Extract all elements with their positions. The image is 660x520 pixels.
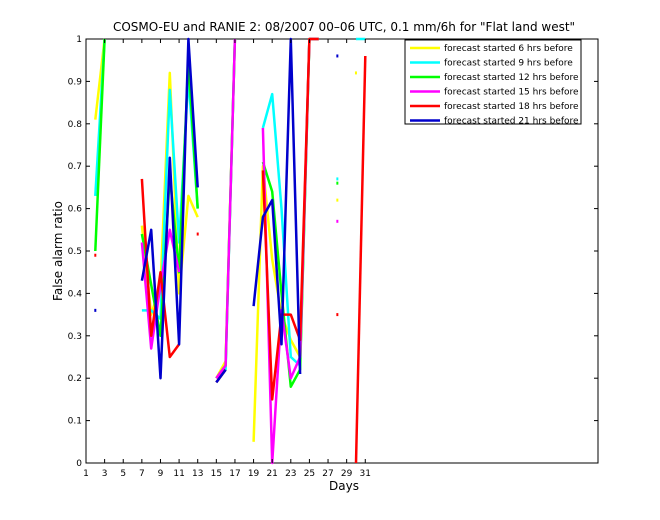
legend-label: forecast started 6 hrs before: [444, 44, 573, 54]
x-tick-label: 11: [173, 469, 184, 479]
tick-layer: 1 3 5 7 9 11 13 15 17 19 21 23 25 27 29 3100.10.20.30.4…: [68, 35, 598, 479]
x-tick-label: 3: [102, 469, 108, 479]
series-4-point: [94, 253, 97, 257]
series-5-line-1: [140, 37, 199, 380]
legend-item: forecast started 18 hrs before: [410, 102, 579, 112]
y-tick-label: 0.5: [68, 247, 82, 257]
series-0-point: [354, 71, 357, 75]
series-4-line-6: [354, 55, 367, 464]
series-3-line-1: [215, 38, 237, 379]
legend-label: forecast started 21 hrs before: [444, 117, 579, 127]
legend: forecast started 6 hrs before forecast st…: [404, 39, 582, 127]
x-tick-label: 23: [285, 469, 296, 479]
x-tick-label: 9: [158, 469, 164, 479]
series-0-line-1: [140, 71, 199, 316]
x-tick-label: 21: [266, 469, 277, 479]
y-tick-label: 0.6: [68, 205, 83, 215]
legend-item: forecast started 6 hrs before: [410, 44, 573, 54]
series-4-line-1: [140, 178, 181, 359]
legend-label: forecast started 9 hrs before: [444, 59, 573, 69]
series-2-point: [336, 181, 339, 185]
y-tick-label: 0.2: [68, 374, 82, 384]
series-5-line-3: [252, 37, 302, 375]
x-tick-label: 1: [83, 469, 89, 479]
series-5-point: [94, 308, 97, 312]
chart-title: COSMO-EU and RANIE 2: 08/2007 00–06 UTC,…: [113, 20, 575, 34]
legend-box: [404, 39, 582, 125]
y-tick-label: 0.7: [68, 162, 82, 172]
x-tick-label: 17: [229, 469, 240, 479]
x-axis-label: Days: [329, 479, 359, 493]
y-tick-label: 1: [76, 35, 82, 45]
series-5: [94, 37, 339, 384]
x-tick-label: 15: [211, 469, 222, 479]
x-tick-label: 29: [341, 469, 353, 479]
series-5-point: [336, 54, 339, 58]
y-tick-label: 0.3: [68, 332, 82, 342]
x-tick-label: 7: [139, 469, 145, 479]
x-tick-label: 19: [248, 469, 260, 479]
series-1-point: [336, 177, 339, 181]
series-0-point: [336, 198, 339, 202]
legend-item: forecast started 9 hrs before: [410, 59, 573, 69]
legend-label: forecast started 12 hrs before: [444, 73, 579, 83]
legend-label: forecast started 15 hrs before: [444, 88, 579, 98]
series-5-line-2: [215, 368, 227, 384]
y-tick-label: 0: [76, 459, 82, 469]
series-4-point: [196, 232, 199, 236]
y-tick-label: 0.8: [68, 120, 83, 130]
series-2-line-0: [94, 38, 106, 252]
y-tick-label: 0.4: [68, 289, 83, 299]
x-tick-label: 27: [322, 469, 333, 479]
x-tick-label: 5: [120, 469, 126, 479]
series-3-point: [336, 219, 339, 223]
y-tick-label: 0.1: [68, 417, 82, 427]
x-tick-label: 31: [360, 469, 371, 479]
y-axis-label: False alarm ratio: [51, 201, 65, 301]
series-4-point: [336, 313, 339, 317]
legend-item: forecast started 12 hrs before: [410, 73, 579, 83]
legend-label: forecast started 18 hrs before: [444, 102, 579, 112]
y-tick-label: 0.9: [68, 77, 83, 87]
legend-item: forecast started 15 hrs before: [410, 88, 579, 98]
legend-item: forecast started 21 hrs before: [410, 117, 579, 127]
x-tick-label: 25: [304, 469, 315, 479]
x-tick-label: 13: [192, 469, 203, 479]
